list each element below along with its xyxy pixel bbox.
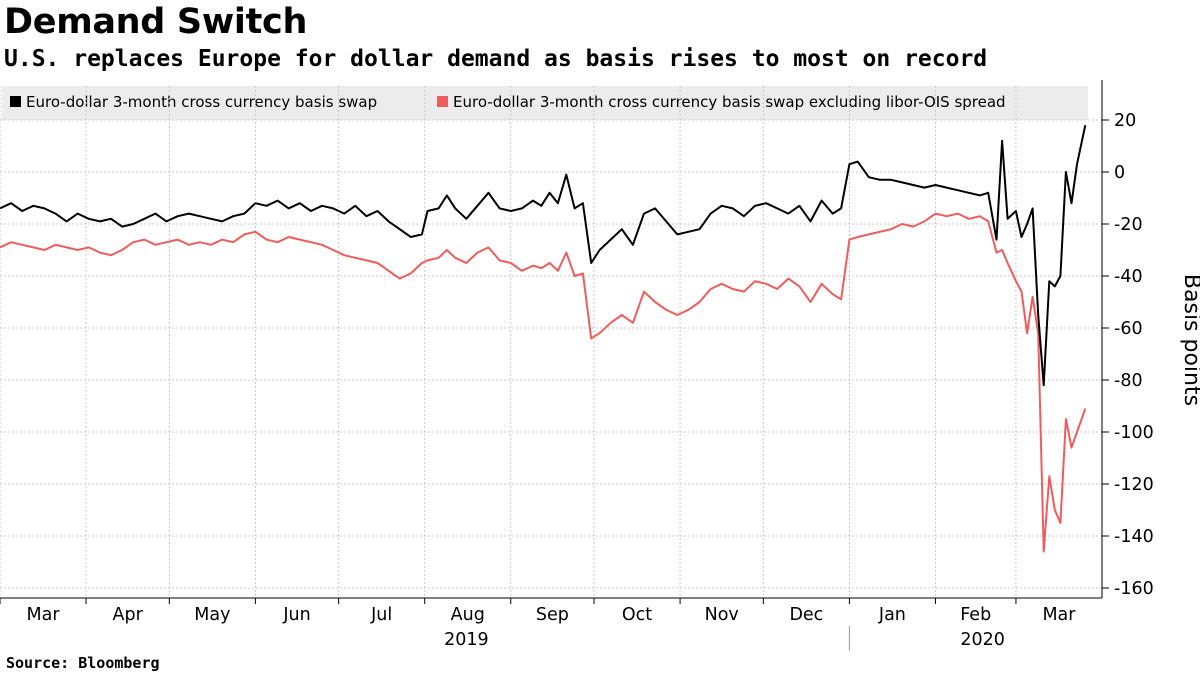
- gridlines: [0, 86, 1102, 598]
- x-year-label: 2020: [960, 630, 1005, 650]
- y-tick-label: -100: [1114, 423, 1154, 443]
- x-tick-label: Jun: [282, 605, 310, 625]
- x-tick-label: Jan: [878, 605, 906, 625]
- y-tick-label: -160: [1114, 579, 1154, 599]
- legend-label-basis-swap: Euro-dollar 3-month cross currency basis…: [26, 93, 377, 111]
- y-tick-label: -140: [1114, 527, 1154, 547]
- x-tick-label: May: [194, 605, 230, 625]
- legend-label-basis-swap-ex-libor: Euro-dollar 3-month cross currency basis…: [453, 93, 1006, 111]
- x-tick-label: Aug: [451, 605, 485, 625]
- chart-title: Demand Switch: [4, 2, 308, 42]
- axes: 20 0 -20 -40 -60 -80 -100 -120 -140 -160 Mar Apr May…: [0, 80, 1154, 651]
- source-note: Source: Bloomberg: [6, 654, 160, 672]
- x-tick-label: Dec: [789, 605, 823, 625]
- x-tick-label: Mar: [27, 605, 61, 625]
- legend-swatch-red: [437, 96, 448, 107]
- x-tick-label: Jul: [370, 605, 392, 625]
- y-tick-label: -120: [1114, 475, 1154, 495]
- legend-swatch-black: [10, 96, 21, 107]
- series-lines: [0, 124, 1087, 553]
- y-tick-label: -20: [1114, 215, 1143, 235]
- series-line-basis-swap-ex-libor: [0, 212, 1087, 553]
- chart-subtitle: U.S. replaces Europe for dollar demand a…: [4, 46, 988, 72]
- y-tick-label: -80: [1114, 371, 1143, 391]
- y-tick-label: -60: [1114, 319, 1143, 339]
- y-axis-title: Basis points: [1179, 274, 1200, 406]
- x-tick-label: Nov: [705, 605, 739, 625]
- x-tick-label: Feb: [960, 605, 991, 625]
- x-tick-label: Sep: [536, 605, 569, 625]
- x-tick-label: Mar: [1042, 605, 1076, 625]
- x-tick-label: Apr: [113, 605, 144, 625]
- y-tick-label: 0: [1114, 163, 1125, 183]
- x-tick-label: Oct: [622, 605, 652, 625]
- series-line-basis-swap: [0, 124, 1087, 387]
- x-year-label: 2019: [444, 630, 489, 650]
- y-tick-label: 20: [1114, 111, 1136, 131]
- y-tick-label: -40: [1114, 267, 1143, 287]
- legend-background: [2, 86, 1088, 120]
